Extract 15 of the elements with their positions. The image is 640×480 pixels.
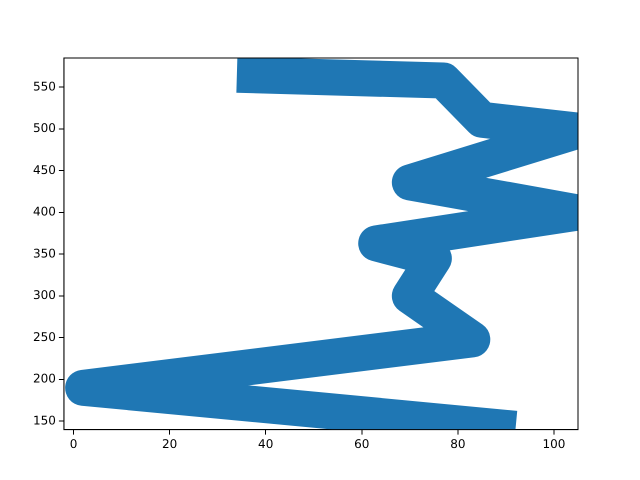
x-tick-label: 80 (450, 436, 466, 451)
y-tick-label: 300 (33, 288, 56, 302)
y-tick-label: 250 (33, 330, 56, 344)
y-tick-label: 400 (33, 204, 56, 219)
x-tick-label: 40 (258, 436, 274, 451)
x-tick-label: 60 (354, 436, 370, 451)
x-tick-label: 100 (542, 436, 566, 451)
y-tick-label: 450 (33, 162, 56, 177)
y-tick-label: 550 (33, 79, 56, 94)
y-tick-label: 150 (33, 413, 56, 428)
x-tick-label: 0 (70, 436, 78, 451)
y-tick-label: 350 (33, 246, 56, 260)
y-tick-label: 200 (33, 372, 56, 386)
y-tick-label: 500 (33, 121, 56, 136)
x-tick-label: 20 (162, 436, 178, 451)
